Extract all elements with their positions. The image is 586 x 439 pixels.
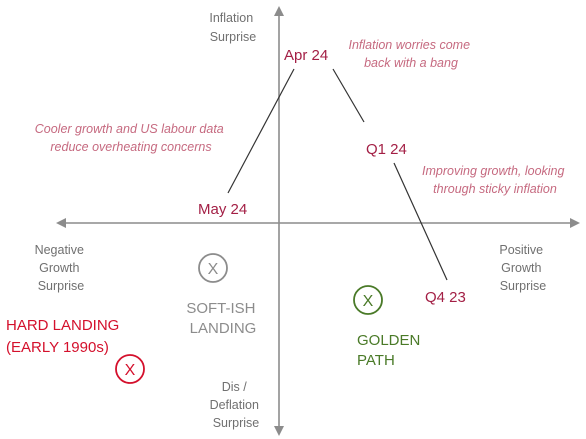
may-24-label: May 24 [198, 201, 247, 218]
axes [56, 6, 580, 436]
scenario-soft-landing: X SOFT-ISH LANDING [186, 253, 259, 337]
segment-apr-to-may [227, 68, 295, 194]
q4-23-label: Q4 23 [425, 289, 466, 306]
path-segments [227, 68, 448, 281]
y-axis-arrow-down [274, 426, 284, 436]
golden-path-marker-glyph: X [363, 293, 374, 310]
q1-24-annotation: Improving growth, looking through sticky… [422, 164, 568, 196]
hard-landing-marker-glyph: X [125, 362, 136, 379]
golden-path-marker-icon: X [353, 285, 383, 315]
x-axis-arrow-right [570, 218, 580, 228]
x-axis-arrow-left [56, 218, 66, 228]
axis-labels: Inflation Surprise Dis / Deflation Surpr… [35, 11, 547, 430]
scenario-hard-landing: HARD LANDING (EARLY 1990s) X [6, 317, 145, 384]
soft-landing-label: SOFT-ISH LANDING [186, 300, 259, 337]
y-bottom-label: Dis / Deflation Surprise [210, 380, 263, 430]
y-top-label: Inflation Surprise [209, 11, 256, 44]
annotations: Inflation worries come back with a bang … [35, 38, 568, 196]
x-right-label: Positive Growth Surprise [499, 243, 546, 293]
segment-q1-to-apr [332, 68, 365, 123]
may-24-annotation: Cooler growth and US labour data reduce … [35, 122, 228, 154]
hard-landing-marker-icon: X [115, 354, 145, 384]
soft-landing-marker-glyph: X [208, 261, 219, 278]
apr-24-annotation: Inflation worries come back with a bang [348, 38, 473, 70]
segment-q4-to-q1 [393, 162, 448, 281]
y-axis-arrow-up [274, 6, 284, 16]
hard-landing-label: HARD LANDING (EARLY 1990s) [6, 317, 124, 356]
scenario-golden-path: X GOLDEN PATH [353, 285, 425, 369]
x-left-label: Negative Growth Surprise [35, 243, 88, 293]
golden-path-label: GOLDEN PATH [357, 332, 425, 369]
q1-24-label: Q1 24 [366, 141, 407, 158]
apr-24-label: Apr 24 [284, 47, 328, 64]
soft-landing-marker-icon: X [198, 253, 228, 283]
period-labels: Apr 24 Q1 24 May 24 Q4 23 [198, 47, 466, 306]
